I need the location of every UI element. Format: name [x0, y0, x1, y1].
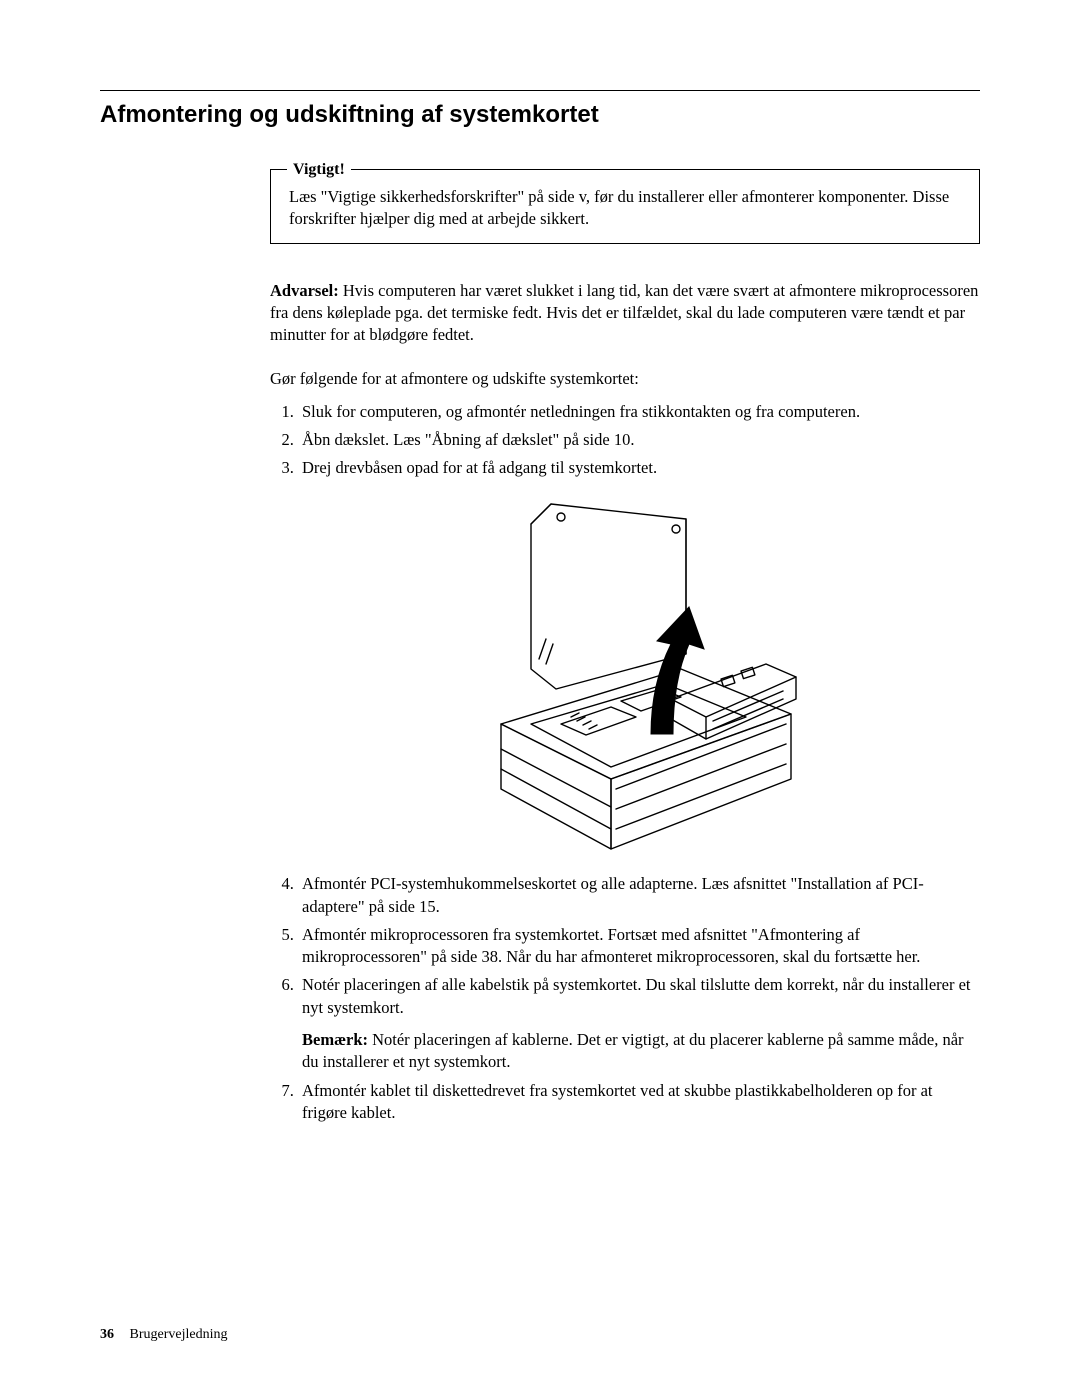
note-text-inline: Notér placeringen af kablerne. Det er vi…	[302, 1030, 964, 1071]
note-block: Bemærk: Notér placeringen af kablerne. D…	[302, 1029, 980, 1074]
lead-paragraph: Gør følgende for at afmontere og udskift…	[270, 368, 980, 390]
step-3: Drej drevbåsen opad for at få adgang til…	[298, 457, 980, 859]
steps-list: Sluk for computeren, og afmontér netledn…	[270, 401, 980, 1124]
step-1: Sluk for computeren, og afmontér netledn…	[298, 401, 980, 423]
step-2: Åbn dækslet. Læs "Åbning af dækslet" på …	[298, 429, 980, 451]
step-5: Afmontér mikroprocessoren fra systemkort…	[298, 924, 980, 969]
step-4: Afmontér PCI-systemhukommelseskortet og …	[298, 873, 980, 918]
important-text: Læs "Vigtige sikkerhedsforskrifter" på s…	[289, 186, 961, 231]
footer-page-number: 36	[100, 1327, 114, 1342]
page-footer: 36 Brugervejledning	[100, 1327, 227, 1343]
important-legend: Vigtigt!	[287, 159, 351, 181]
step-7: Afmontér kablet til diskettedrevet fra s…	[298, 1080, 980, 1125]
step-6: Notér placeringen af alle kabelstik på s…	[298, 974, 980, 1073]
warning-paragraph: Advarsel: Hvis computeren har været sluk…	[270, 280, 980, 347]
figure-drivebay	[302, 489, 980, 859]
content-area: Vigtigt! Læs "Vigtige sikkerhedsforskrif…	[270, 169, 980, 1124]
footer-doc-title: Brugervejledning	[130, 1327, 228, 1342]
rule-top	[100, 90, 980, 91]
step-3-text: Drej drevbåsen opad for at få adgang til…	[302, 458, 657, 477]
page: Afmontering og udskiftning af systemkort…	[0, 0, 1080, 1397]
step-6-text: Notér placeringen af alle kabelstik på s…	[302, 975, 971, 1016]
warning-text: Hvis computeren har været slukket i lang…	[270, 281, 978, 345]
page-title: Afmontering og udskiftning af systemkort…	[100, 101, 980, 129]
warning-label: Advarsel:	[270, 281, 339, 300]
drivebay-icon	[461, 489, 821, 859]
important-box: Vigtigt! Læs "Vigtige sikkerhedsforskrif…	[270, 169, 980, 244]
note-label: Bemærk:	[302, 1030, 368, 1049]
